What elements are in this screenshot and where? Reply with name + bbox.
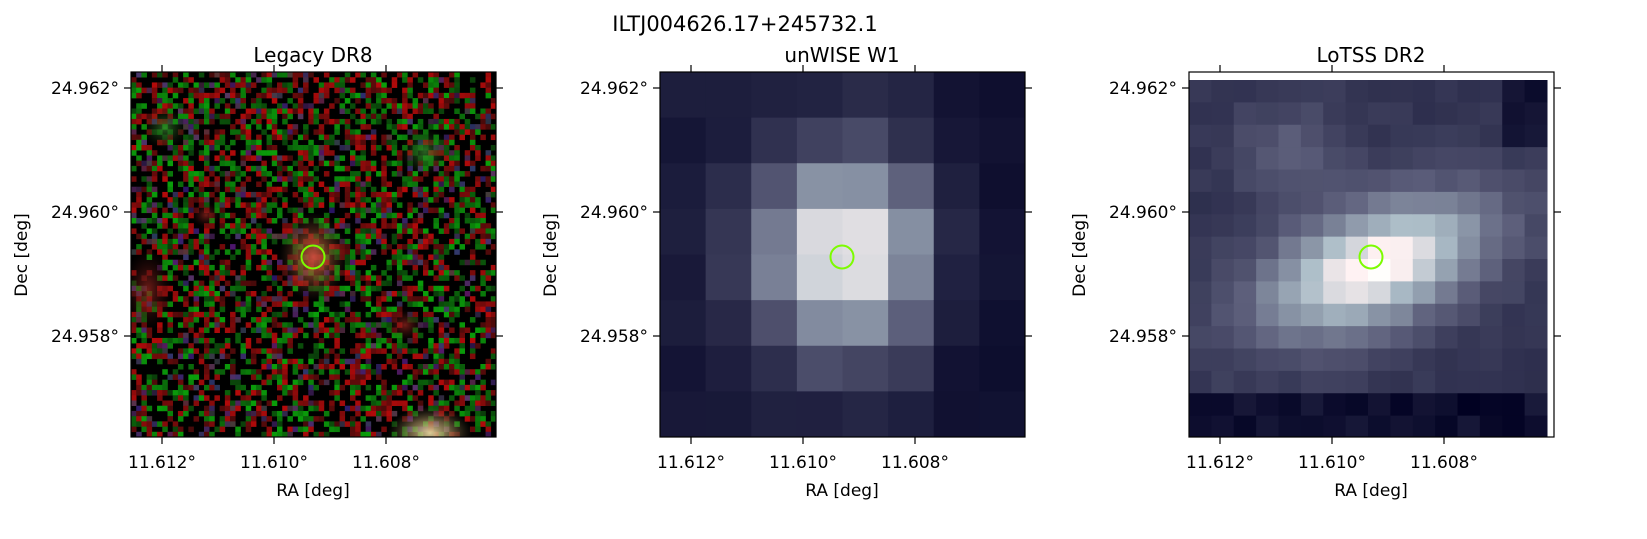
unwise-infrared-image (660, 72, 1025, 437)
x-tick-label: 11.612° (657, 453, 725, 473)
legacy-optical-image (131, 72, 496, 437)
panel-title: unWISE W1 (784, 43, 899, 67)
y-tick-label: 24.962° (51, 79, 119, 99)
y-tick-label: 24.960° (580, 203, 648, 223)
x-tick-label: 11.610° (240, 453, 308, 473)
y-tick-label: 24.958° (580, 327, 648, 347)
x-tick-label: 11.608° (881, 453, 949, 473)
panel-legacy-dr8: Legacy DR8 11.612° 11.610° 11.608° 24.96… (12, 43, 503, 501)
y-tick-label: 24.958° (51, 327, 119, 347)
x-axis-label: RA [deg] (1334, 481, 1407, 501)
y-tick-label: 24.960° (51, 203, 119, 223)
target-marker-circle (300, 244, 326, 270)
target-marker-circle (829, 244, 855, 270)
y-tick-label: 24.960° (1109, 203, 1177, 223)
x-tick-label: 11.612° (1186, 453, 1254, 473)
y-axis-label: Dec [deg] (541, 213, 561, 297)
panel-lotss-dr2: LoTSS DR2 11.612° 11.610° 11.608° 24.962… (1070, 43, 1561, 501)
y-tick-label: 24.958° (1109, 327, 1177, 347)
lotss-radio-image (1189, 72, 1554, 437)
panel-unwise-w1: unWISE W1 11.612° 11.610° 11.608° 24.962… (541, 43, 1032, 501)
y-tick-label: 24.962° (580, 79, 648, 99)
figure-title: ILTJ004626.17+245732.1 (612, 12, 877, 36)
y-axis-label: Dec [deg] (12, 213, 32, 297)
y-axis-label: Dec [deg] (1070, 213, 1090, 297)
x-tick-label: 11.612° (128, 453, 196, 473)
x-axis-label: RA [deg] (805, 481, 878, 501)
x-tick-label: 11.610° (769, 453, 837, 473)
x-tick-label: 11.608° (352, 453, 420, 473)
x-axis-label: RA [deg] (276, 481, 349, 501)
x-tick-label: 11.610° (1298, 453, 1366, 473)
y-tick-label: 24.962° (1109, 79, 1177, 99)
target-marker-circle (1358, 244, 1384, 270)
panel-title: LoTSS DR2 (1316, 43, 1425, 67)
x-tick-label: 11.608° (1410, 453, 1478, 473)
panel-title: Legacy DR8 (253, 43, 372, 67)
